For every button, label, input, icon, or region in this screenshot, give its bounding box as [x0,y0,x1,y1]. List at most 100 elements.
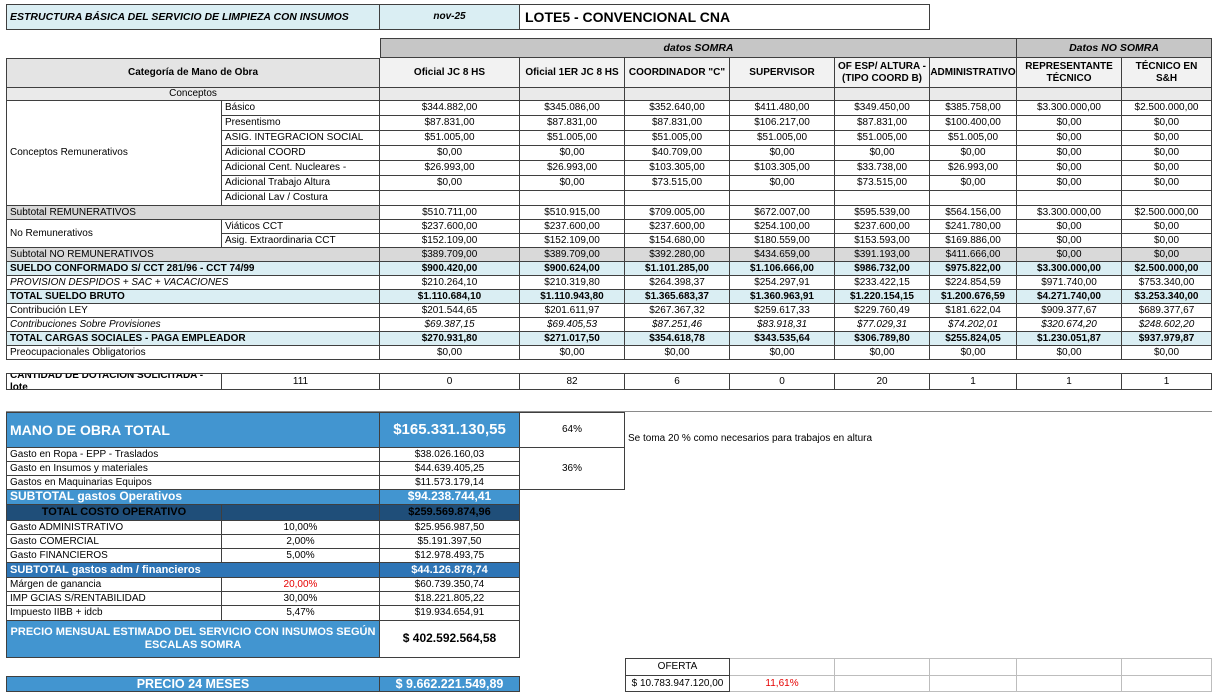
money-cell[interactable]: $0,00 [1017,161,1122,176]
subtotal-adm-value[interactable]: $44.126.878,74 [380,563,520,578]
money-cell[interactable]: $385.758,00 [930,101,1017,116]
gasto-value[interactable]: $38.026.160,03 [380,448,520,462]
money-cell[interactable]: $210.319,80 [520,276,625,290]
money-cell[interactable]: $0,00 [730,346,835,360]
dotacion-cell[interactable]: 1 [930,373,1017,390]
money-cell[interactable]: $201.611,97 [520,304,625,318]
money-cell[interactable]: $51.005,00 [835,131,930,146]
money-cell[interactable]: $0,00 [1017,146,1122,161]
money-cell[interactable]: $1.220.154,15 [835,290,930,304]
money-cell[interactable]: $971.740,00 [1017,276,1122,290]
money-cell[interactable]: $0,00 [1017,131,1122,146]
cost-row-pct[interactable]: 20,00% [222,578,380,592]
money-cell[interactable]: $709.005,00 [625,206,730,220]
money-cell[interactable]: $26.993,00 [520,161,625,176]
money-cell[interactable] [1017,191,1122,206]
money-cell[interactable]: $210.264,10 [380,276,520,290]
money-cell[interactable]: $391.193,00 [835,248,930,262]
money-cell[interactable]: $270.931,80 [380,332,520,346]
money-cell[interactable]: $0,00 [1122,346,1212,360]
money-cell[interactable] [835,191,930,206]
money-cell[interactable]: $510.711,00 [380,206,520,220]
money-cell[interactable]: $689.377,67 [1122,304,1212,318]
oferta-value[interactable]: $ 10.783.947.120,00 [625,676,730,692]
money-cell[interactable]: $51.005,00 [625,131,730,146]
money-cell[interactable]: $0,00 [625,346,730,360]
money-cell[interactable]: $2.500.000,00 [1122,101,1212,116]
money-cell[interactable]: $73.515,00 [625,176,730,191]
money-cell[interactable] [380,191,520,206]
dotacion-cell[interactable]: 1 [1017,373,1122,390]
money-cell[interactable]: $87.831,00 [520,116,625,131]
money-cell[interactable]: $0,00 [380,346,520,360]
cost-row-pct[interactable]: 5,00% [222,549,380,563]
money-cell[interactable]: $254.297,91 [730,276,835,290]
money-cell[interactable]: $152.109,00 [380,234,520,248]
money-cell[interactable]: $900.420,00 [380,262,520,276]
money-cell[interactable]: $103.305,00 [625,161,730,176]
dotacion-cell[interactable]: 1 [1122,373,1212,390]
conceptos-empty-cell[interactable] [1122,88,1212,101]
precio-mensual-value[interactable]: $ 402.592.564,58 [380,621,520,658]
pct-gastos-cell[interactable]: 36% [520,448,625,490]
money-cell[interactable]: $0,00 [1122,248,1212,262]
money-cell[interactable]: $3.300.000,00 [1017,262,1122,276]
money-cell[interactable]: $0,00 [835,346,930,360]
money-cell[interactable]: $306.789,80 [835,332,930,346]
money-cell[interactable]: $343.535,64 [730,332,835,346]
money-cell[interactable]: $0,00 [930,176,1017,191]
money-cell[interactable] [625,191,730,206]
money-cell[interactable]: $389.709,00 [520,248,625,262]
cost-row-value[interactable]: $12.978.493,75 [380,549,520,563]
dotacion-cell[interactable]: 6 [625,373,730,390]
money-cell[interactable]: $224.854,59 [930,276,1017,290]
money-cell[interactable]: $2.500.000,00 [1122,262,1212,276]
money-cell[interactable]: $51.005,00 [520,131,625,146]
money-cell[interactable]: $753.340,00 [1122,276,1212,290]
money-cell[interactable]: $354.618,78 [625,332,730,346]
money-cell[interactable]: $0,00 [1122,131,1212,146]
cost-row-pct[interactable]: 2,00% [222,535,380,549]
cost-row-value[interactable]: $18.221.805,22 [380,592,520,606]
money-cell[interactable]: $672.007,00 [730,206,835,220]
money-cell[interactable]: $411.666,00 [930,248,1017,262]
money-cell[interactable]: $51.005,00 [930,131,1017,146]
money-cell[interactable]: $0,00 [1122,234,1212,248]
money-cell[interactable]: $77.029,31 [835,318,930,332]
money-cell[interactable]: $0,00 [380,176,520,191]
money-cell[interactable]: $0,00 [1017,116,1122,131]
conceptos-empty-cell[interactable] [730,88,835,101]
money-cell[interactable]: $900.624,00 [520,262,625,276]
money-cell[interactable]: $100.400,00 [930,116,1017,131]
money-cell[interactable]: $264.398,37 [625,276,730,290]
money-cell[interactable]: $0,00 [1017,176,1122,191]
money-cell[interactable]: $74.202,01 [930,318,1017,332]
money-cell[interactable]: $986.732,00 [835,262,930,276]
money-cell[interactable]: $181.622,04 [930,304,1017,318]
money-cell[interactable]: $1.360.963,91 [730,290,835,304]
money-cell[interactable]: $237.600,00 [520,220,625,234]
money-cell[interactable] [730,191,835,206]
money-cell[interactable]: $411.480,00 [730,101,835,116]
dotacion-cell[interactable]: 82 [520,373,625,390]
money-cell[interactable]: $344.882,00 [380,101,520,116]
money-cell[interactable]: $83.918,31 [730,318,835,332]
money-cell[interactable]: $352.640,00 [625,101,730,116]
money-cell[interactable]: $0,00 [835,146,930,161]
money-cell[interactable]: $241.780,00 [930,220,1017,234]
money-cell[interactable]: $909.377,67 [1017,304,1122,318]
money-cell[interactable]: $0,00 [1017,346,1122,360]
cost-row-pct[interactable]: 10,00% [222,521,380,535]
money-cell[interactable]: $267.367,32 [625,304,730,318]
money-cell[interactable]: $3.300.000,00 [1017,101,1122,116]
money-cell[interactable]: $154.680,00 [625,234,730,248]
money-cell[interactable]: $975.822,00 [930,262,1017,276]
cost-row-pct[interactable]: 5,47% [222,606,380,621]
money-cell[interactable]: $4.271.740,00 [1017,290,1122,304]
money-cell[interactable]: $103.305,00 [730,161,835,176]
money-cell[interactable]: $3.300.000,00 [1017,206,1122,220]
conceptos-empty-cell[interactable] [835,88,930,101]
money-cell[interactable] [930,191,1017,206]
money-cell[interactable]: $510.915,00 [520,206,625,220]
money-cell[interactable]: $1.106.666,00 [730,262,835,276]
